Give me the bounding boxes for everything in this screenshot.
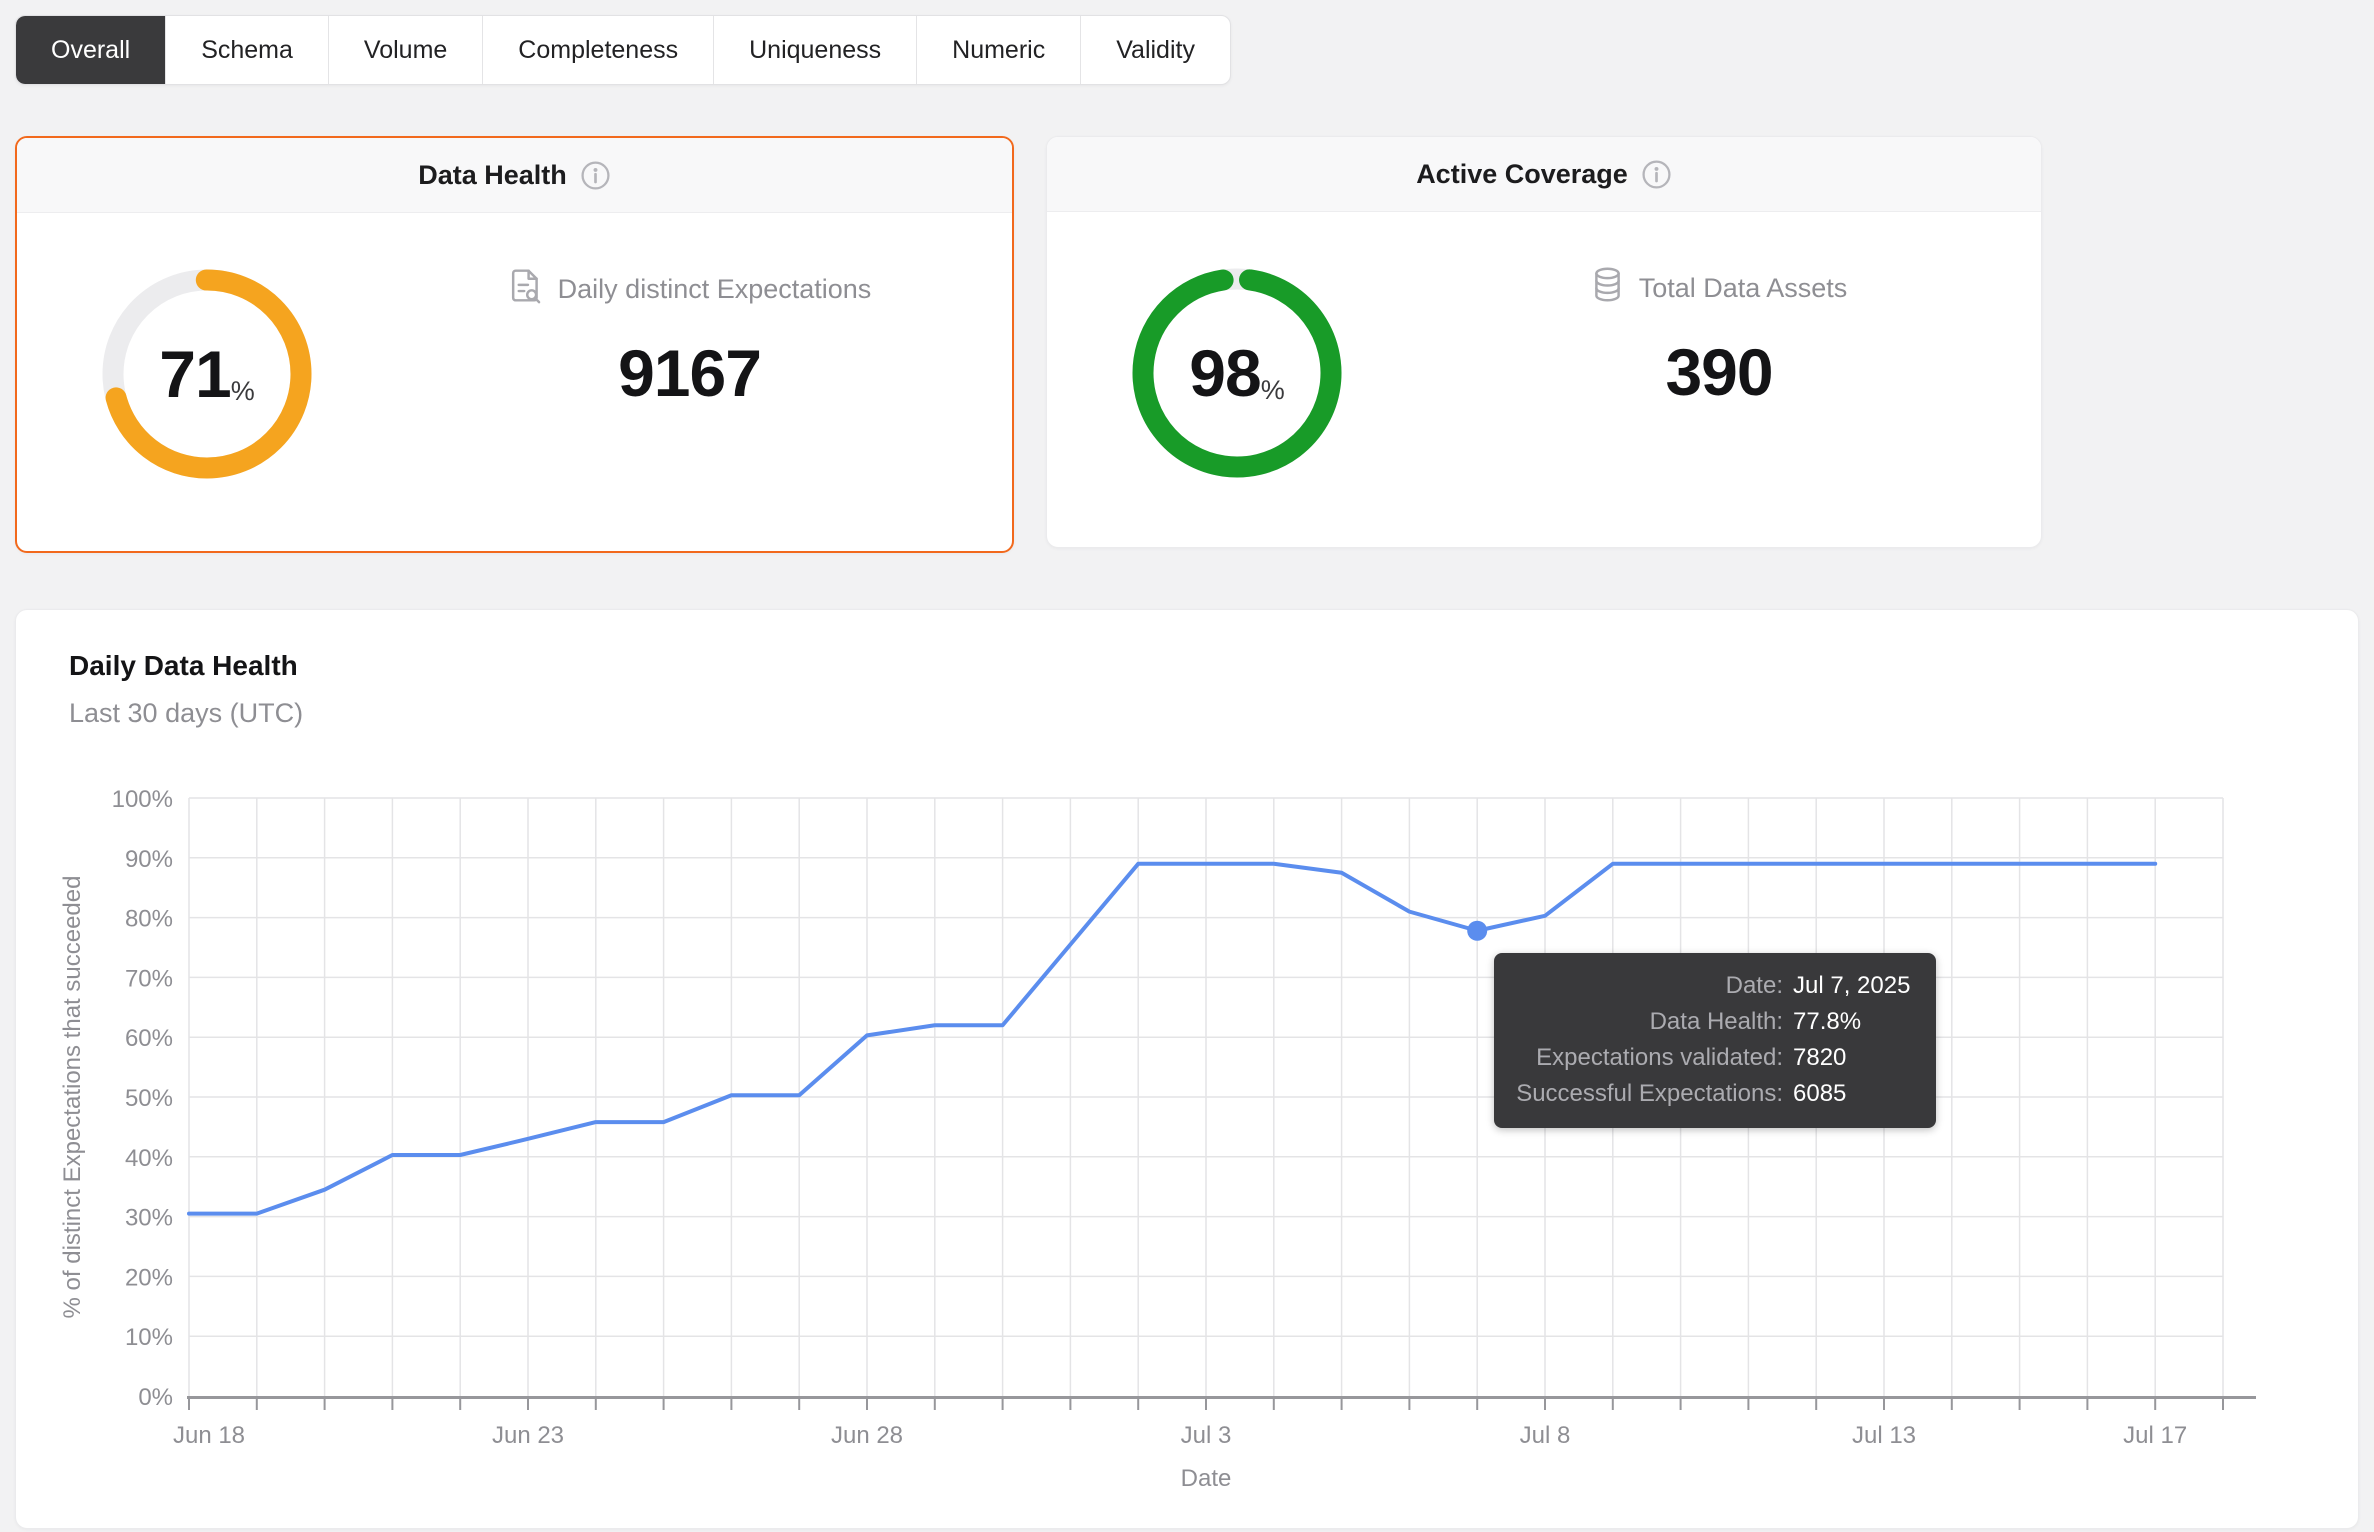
data-health-line[interactable] (187, 861, 2158, 1216)
daily-data-health-card: Daily Data Health Last 30 days (UTC) 0% 1… (15, 609, 2359, 1529)
data-health-title: Data Health (418, 159, 567, 190)
svg-text:20%: 20% (125, 1264, 173, 1291)
svg-text:Jun 23: Jun 23 (492, 1422, 564, 1449)
svg-text:Jun 18: Jun 18 (173, 1422, 245, 1449)
info-icon[interactable] (1641, 159, 1672, 190)
active-coverage-percent-number: 98 (1189, 336, 1261, 410)
data-health-percent-sign: % (230, 375, 255, 406)
tooltip-health-label: Data Health: (1649, 1007, 1783, 1035)
tab-uniqueness[interactable]: Uniqueness (713, 16, 916, 84)
svg-text:50%: 50% (125, 1085, 173, 1112)
chart-subtitle: Last 30 days (UTC) (69, 698, 304, 728)
svg-text:40%: 40% (125, 1145, 173, 1172)
data-health-percent-number: 71 (159, 337, 231, 411)
active-coverage-card-header: Active Coverage (1047, 137, 2041, 212)
chart-tooltip: Date: Jul 7, 2025 Data Health: 77.8% Exp… (1494, 952, 1937, 1128)
x-axis-title: Date (1181, 1465, 1232, 1492)
database-icon (1591, 266, 1624, 310)
data-health-percent: 71 % (102, 269, 312, 479)
view-tab-bar: Overall Schema Volume Completeness Uniqu… (15, 15, 1231, 85)
active-coverage-card-body: 98 % Total Data Assets 390 (1047, 212, 2041, 547)
svg-text:70%: 70% (125, 965, 173, 992)
x-axis-tick-labels: Jun 18 Jun 23 Jun 28 Jul 3 Jul 8 Jul 13 Jul 17 (173, 1422, 2187, 1449)
svg-text:0%: 0% (138, 1384, 173, 1411)
tooltip-date-label: Date: (1725, 971, 1783, 999)
data-health-metric-label-row: Daily distinct Expectations (508, 267, 872, 311)
y-axis-title: % of distinct Expectations that succeede… (59, 876, 86, 1319)
svg-text:30%: 30% (125, 1205, 173, 1232)
svg-text:Jul 8: Jul 8 (1520, 1422, 1571, 1449)
chart-axes (187, 1396, 2256, 1410)
svg-text:90%: 90% (125, 846, 173, 873)
tab-numeric[interactable]: Numeric (916, 16, 1080, 84)
tooltip-successful-value: 6085 (1793, 1079, 1847, 1107)
svg-text:Jul 13: Jul 13 (1852, 1422, 1916, 1449)
data-health-gauge: 71 % (102, 269, 312, 479)
tab-schema[interactable]: Schema (165, 16, 328, 84)
tooltip-successful-label: Successful Expectations: (1516, 1079, 1783, 1107)
active-coverage-metric: Total Data Assets 390 (1427, 266, 2011, 410)
highlighted-data-point[interactable] (1467, 920, 1488, 941)
tooltip-health-value: 77.8% (1793, 1007, 1862, 1035)
svg-text:80%: 80% (125, 906, 173, 933)
svg-text:60%: 60% (125, 1025, 173, 1052)
data-health-card-body: 71 % Daily distinct Expectations (17, 213, 1012, 551)
info-icon[interactable] (580, 160, 611, 191)
svg-text:Jul 3: Jul 3 (1181, 1422, 1232, 1449)
tab-volume[interactable]: Volume (327, 16, 482, 84)
document-search-icon (508, 267, 543, 311)
svg-text:10%: 10% (125, 1324, 173, 1351)
data-health-metric-value: 9167 (618, 336, 762, 410)
active-coverage-card[interactable]: Active Coverage 98 % (1046, 136, 2042, 548)
active-coverage-metric-value: 390 (1665, 335, 1773, 409)
chart-title: Daily Data Health (69, 650, 298, 681)
chart-svg[interactable]: 0%10%20%30%40%50%60%70%80%90%100%Jun 18 J… (16, 610, 2360, 1530)
svg-text:Jun 28: Jun 28 (831, 1422, 903, 1449)
tooltip-date-value: Jul 7, 2025 (1793, 971, 1911, 999)
daily-data-health-chart[interactable]: 0% 10% 20% 30% 40% 50% 60% 70% 80% 90% 100% Jun 18 J… (16, 610, 2358, 1528)
svg-text:Jul 17: Jul 17 (2123, 1422, 2187, 1449)
active-coverage-percent-sign: % (1260, 374, 1285, 405)
tooltip-validated-label: Expectations validated: (1536, 1043, 1783, 1071)
tab-overall[interactable]: Overall (16, 16, 166, 84)
tab-validity[interactable]: Validity (1080, 16, 1230, 84)
data-health-card-header: Data Health (17, 138, 1012, 213)
data-health-metric-label: Daily distinct Expectations (557, 273, 872, 304)
tooltip-validated-value: 7820 (1793, 1043, 1847, 1071)
tab-completeness[interactable]: Completeness (482, 16, 713, 84)
svg-text:100%: 100% (112, 786, 173, 813)
data-health-metric: Daily distinct Expectations 9167 (397, 267, 982, 411)
active-coverage-gauge: 98 % (1132, 268, 1342, 478)
active-coverage-percent: 98 % (1132, 268, 1342, 478)
y-axis-tick-labels: 0% 10% 20% 30% 40% 50% 60% 70% 80% 90% 100% (112, 786, 173, 1411)
active-coverage-metric-label: Total Data Assets (1638, 272, 1848, 303)
data-health-card[interactable]: Data Health 71 % (15, 136, 1014, 553)
chart-gridlines (188, 797, 2224, 1396)
active-coverage-title: Active Coverage (1416, 158, 1628, 189)
active-coverage-metric-label-row: Total Data Assets (1591, 266, 1848, 310)
